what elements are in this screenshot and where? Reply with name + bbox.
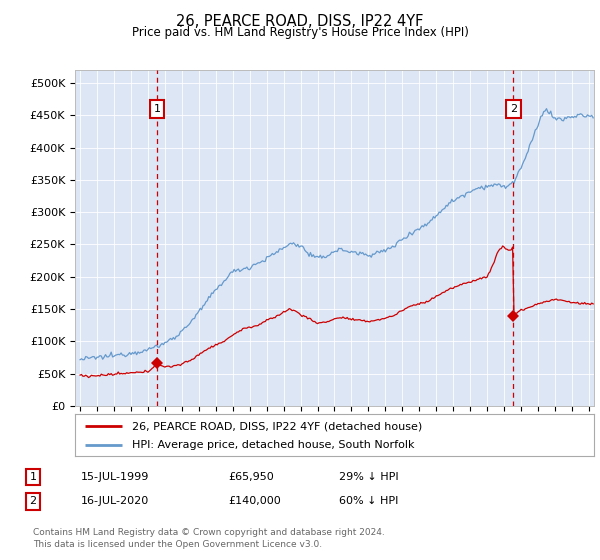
Text: £65,950: £65,950 [228,472,274,482]
Text: 26, PEARCE ROAD, DISS, IP22 4YF (detached house): 26, PEARCE ROAD, DISS, IP22 4YF (detache… [132,421,422,431]
Text: Contains HM Land Registry data © Crown copyright and database right 2024.
This d: Contains HM Land Registry data © Crown c… [33,528,385,549]
Text: 2: 2 [29,496,37,506]
Text: 60% ↓ HPI: 60% ↓ HPI [339,496,398,506]
Text: 2: 2 [510,104,517,114]
Text: 1: 1 [29,472,37,482]
Text: 16-JUL-2020: 16-JUL-2020 [81,496,149,506]
Text: 26, PEARCE ROAD, DISS, IP22 4YF: 26, PEARCE ROAD, DISS, IP22 4YF [176,14,424,29]
Text: 1: 1 [154,104,161,114]
Text: 15-JUL-1999: 15-JUL-1999 [81,472,149,482]
Text: HPI: Average price, detached house, South Norfolk: HPI: Average price, detached house, Sout… [132,440,415,450]
Text: 29% ↓ HPI: 29% ↓ HPI [339,472,398,482]
Text: £140,000: £140,000 [228,496,281,506]
Text: Price paid vs. HM Land Registry's House Price Index (HPI): Price paid vs. HM Land Registry's House … [131,26,469,39]
